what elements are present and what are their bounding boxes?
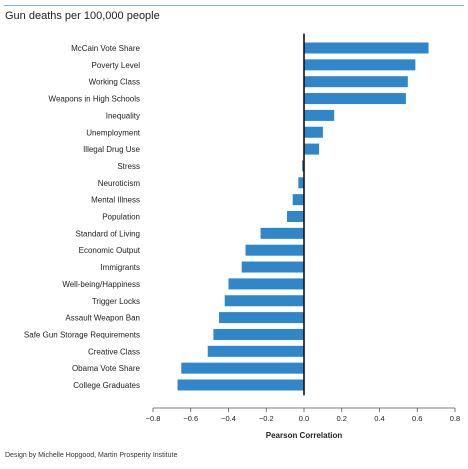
bar	[207, 345, 304, 357]
bar	[302, 160, 304, 172]
category-label: Stress	[117, 162, 140, 171]
chart-title: Gun deaths per 100,000 people	[5, 10, 160, 22]
x-tick-label: −0.2	[259, 414, 274, 423]
category-label: Neuroticism	[98, 179, 141, 188]
bar	[304, 42, 429, 54]
x-axis: −0.8 −0.6 −0.4 −0.2 0.0 0.2 0.4 0.6 0.8	[146, 407, 460, 423]
category-label: Poverty Level	[92, 61, 141, 70]
x-tick-label: 0.6	[412, 414, 422, 423]
bars-group	[177, 42, 429, 391]
x-tick-label: 0.4	[374, 414, 384, 423]
bar	[304, 76, 408, 88]
bar	[213, 328, 304, 340]
bar	[228, 278, 304, 290]
category-label: Weapons in High Schools	[49, 95, 140, 104]
bar	[245, 244, 304, 256]
x-tick-label: 0.2	[337, 414, 347, 423]
category-label: Obama Vote Share	[72, 364, 141, 373]
bar	[304, 93, 406, 105]
category-labels: McCain Vote Share Poverty Level Working Cl…	[24, 44, 141, 390]
bar	[260, 227, 304, 239]
bar	[241, 261, 304, 273]
category-label: Trigger Locks	[92, 297, 140, 306]
category-label: Safe Gun Storage Requirements	[24, 330, 140, 339]
bar	[292, 194, 304, 206]
category-label: Assault Weapon Ban	[65, 314, 140, 323]
category-label: Well-being/Happiness	[62, 280, 140, 289]
category-label: Immigrants	[100, 263, 140, 272]
design-credit: Design by Michelle Hopgood, Martin Prosp…	[5, 452, 178, 459]
bar	[177, 379, 304, 391]
category-label: Working Class	[89, 78, 140, 87]
category-label: Mental Illness	[91, 196, 140, 205]
x-tick-label: 0.8	[450, 414, 460, 423]
category-label: Economic Output	[79, 246, 141, 255]
x-tick-label: −0.8	[146, 414, 161, 423]
bar	[219, 312, 304, 324]
category-label: Creative Class	[88, 347, 140, 356]
category-label: McCain Vote Share	[71, 44, 140, 53]
bar	[287, 211, 304, 222]
top-rule	[4, 5, 464, 6]
category-label: College Graduates	[73, 381, 140, 390]
category-label: Standard of Living	[76, 229, 141, 238]
bar	[224, 295, 304, 307]
category-label: Unemployment	[86, 128, 141, 137]
bar	[304, 109, 335, 121]
category-label: Population	[102, 213, 140, 222]
bar	[181, 362, 304, 374]
x-tick-label: −0.6	[183, 414, 198, 423]
x-tick-label: −0.4	[221, 414, 236, 423]
bar	[304, 59, 416, 71]
category-label: Illegal Drug Use	[83, 145, 140, 154]
category-label: Inequality	[106, 111, 140, 120]
bar	[304, 143, 320, 155]
x-axis-label: Pearson Correlation	[266, 431, 343, 440]
x-tick-label: 0.0	[299, 414, 309, 423]
bar	[304, 126, 323, 138]
bar	[298, 177, 304, 189]
